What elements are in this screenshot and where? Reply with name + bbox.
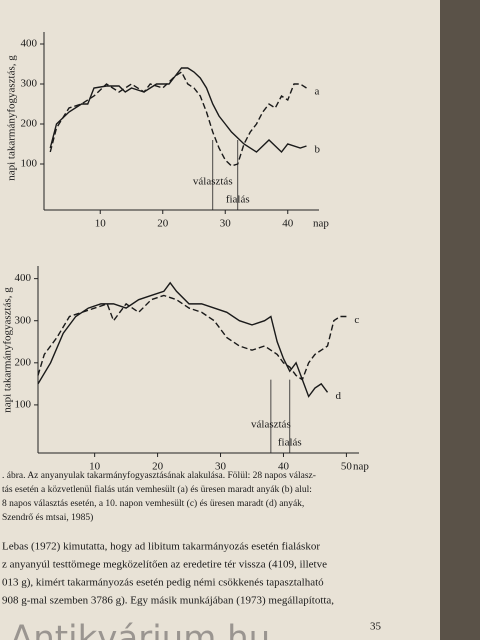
series-line	[49, 67, 307, 154]
x-tick-label: 20	[157, 218, 169, 230]
caption-line: Szendrő és mtsai, 1985)	[2, 512, 93, 523]
marker-label: fialás	[226, 194, 250, 206]
body-line: Lebas (1972) kimutatta, hogy ad libitum …	[2, 541, 320, 553]
body-line: 908 g-mal szemben 3786 g). Egy másik mun…	[2, 595, 334, 607]
series-label: a	[315, 86, 320, 98]
page-edge	[440, 0, 480, 640]
y-tick-label: 100	[21, 158, 38, 170]
caption-line: . ábra. Az anyanyulak takarmányfogyasztá…	[2, 470, 316, 481]
watermark: Antikvárium.hu	[10, 619, 270, 640]
x-tick-label: 30	[215, 461, 227, 473]
x-tick-label: 10	[95, 218, 107, 230]
x-tick-label: 40	[278, 461, 290, 473]
x-axis-label: nap	[313, 218, 329, 230]
series-label: c	[354, 314, 359, 326]
caption-line: tás esetén a közvetlenül fialás után vem…	[2, 484, 312, 495]
y-tick-label: 300	[21, 78, 38, 90]
y-tick-label: 200	[21, 118, 38, 130]
x-tick-label: 50	[341, 461, 353, 473]
marker-label: fialás	[278, 437, 302, 449]
x-tick-label: 30	[220, 218, 232, 230]
x-tick-label: 10	[89, 461, 101, 473]
marker-label: választás	[193, 176, 233, 188]
series-label: b	[315, 144, 321, 156]
series-label: d	[336, 390, 342, 402]
x-tick-label: 20	[152, 461, 164, 473]
series-line	[49, 70, 307, 167]
y-axis-label: napi takarmányfogyasztás, g	[2, 287, 14, 413]
y-tick-label: 400	[15, 272, 32, 284]
series-line	[37, 281, 329, 398]
caption-line: 8 napos választás esetén, a 10. napon ve…	[2, 498, 304, 509]
y-tick-label: 300	[15, 314, 32, 326]
x-tick-label: 40	[282, 218, 294, 230]
page-number: 35	[370, 621, 382, 633]
body-line: z anyanyúl testtömege megközelítően az e…	[2, 559, 327, 571]
y-axis-label: napi takarmányfogyasztás, g	[6, 55, 18, 181]
x-axis-label: nap	[353, 461, 369, 473]
series-line	[37, 294, 347, 381]
y-tick-label: 200	[15, 356, 32, 368]
marker-label: választás	[251, 419, 291, 431]
y-tick-label: 100	[15, 398, 32, 410]
y-tick-label: 400	[21, 38, 38, 50]
body-line: 013 g), kimért takarmányozás esetén pedi…	[2, 577, 324, 589]
